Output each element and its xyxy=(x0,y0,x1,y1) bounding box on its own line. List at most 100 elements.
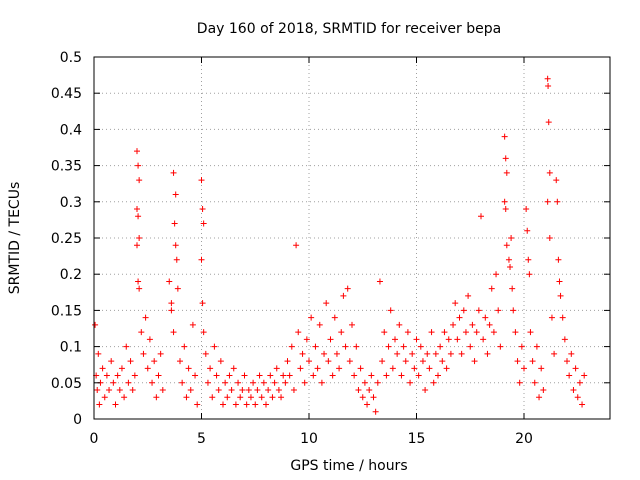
data-point xyxy=(217,358,224,365)
data-point xyxy=(170,329,177,336)
data-point xyxy=(557,292,564,299)
data-point xyxy=(355,387,362,394)
data-point xyxy=(140,350,147,357)
axis-ticks: 0 5 10 15 20 0 0.05 0.1 0.15 0.2 0.25 0.3 0.35 0.4 0.4… xyxy=(51,50,610,447)
data-point xyxy=(555,256,562,263)
y-tick-label: 0.35 xyxy=(51,159,82,175)
data-point xyxy=(366,387,373,394)
data-point xyxy=(321,350,328,357)
data-point xyxy=(134,148,140,155)
data-point xyxy=(256,372,263,379)
data-point xyxy=(545,82,552,89)
data-point xyxy=(561,336,568,343)
data-point xyxy=(533,343,540,350)
data-point xyxy=(526,271,533,278)
data-point xyxy=(559,314,566,321)
data-point xyxy=(411,365,418,372)
data-point xyxy=(509,285,516,292)
data-point xyxy=(215,387,222,394)
data-point xyxy=(273,365,280,372)
data-point xyxy=(333,350,340,357)
data-point xyxy=(407,379,414,386)
data-point xyxy=(92,321,99,328)
data-point xyxy=(138,329,145,336)
data-point xyxy=(385,343,392,350)
data-point xyxy=(344,285,351,292)
data-point xyxy=(200,220,207,227)
data-point xyxy=(359,394,366,401)
data-point xyxy=(379,358,386,365)
data-point xyxy=(232,401,239,408)
data-point xyxy=(323,300,330,307)
data-point xyxy=(247,394,254,401)
data-point xyxy=(381,329,388,336)
data-point xyxy=(280,372,287,379)
data-point xyxy=(308,314,315,321)
data-point xyxy=(142,314,149,321)
data-point xyxy=(278,394,285,401)
data-point xyxy=(480,336,487,343)
grid xyxy=(94,57,610,419)
data-point xyxy=(282,379,289,386)
data-point xyxy=(194,401,201,408)
x-tick-label: 0 xyxy=(90,431,99,447)
data-point xyxy=(521,365,527,372)
data-point xyxy=(168,307,175,314)
data-point xyxy=(525,256,532,263)
data-point xyxy=(486,321,493,328)
data-point xyxy=(512,329,519,336)
data-point xyxy=(430,379,437,386)
data-point xyxy=(475,307,482,314)
data-point xyxy=(151,358,158,365)
data-point xyxy=(579,401,586,408)
data-point xyxy=(275,387,282,394)
data-point xyxy=(135,213,142,220)
data-point xyxy=(316,321,323,328)
data-point xyxy=(544,75,551,82)
data-point xyxy=(310,372,317,379)
data-point xyxy=(458,350,465,357)
data-point xyxy=(202,350,209,357)
data-point xyxy=(146,336,153,343)
y-tick-label: 0.25 xyxy=(51,231,82,247)
data-point xyxy=(361,379,368,386)
data-point xyxy=(471,358,478,365)
data-point xyxy=(342,343,349,350)
data-point xyxy=(144,365,151,372)
data-point xyxy=(435,372,441,379)
data-point xyxy=(372,408,379,415)
data-point xyxy=(503,242,510,249)
data-point xyxy=(125,379,132,386)
data-point xyxy=(428,329,435,336)
data-point xyxy=(159,387,166,394)
data-point xyxy=(95,350,102,357)
data-point xyxy=(452,300,459,307)
data-point xyxy=(303,336,310,343)
data-point xyxy=(101,394,108,401)
data-point xyxy=(127,358,134,365)
data-point xyxy=(398,372,405,379)
data-point xyxy=(556,278,563,285)
data-point xyxy=(409,350,416,357)
data-point xyxy=(213,372,220,379)
data-point xyxy=(545,119,552,126)
data-point xyxy=(460,307,467,314)
data-point xyxy=(572,365,579,372)
data-point xyxy=(134,206,140,213)
data-point xyxy=(495,307,502,314)
data-point xyxy=(177,358,183,365)
data-point xyxy=(116,387,123,394)
y-tick-label: 0.5 xyxy=(60,50,82,66)
data-point xyxy=(173,256,180,263)
x-tick-label: 20 xyxy=(515,431,533,447)
data-point xyxy=(103,372,110,379)
data-point xyxy=(540,387,547,394)
data-point xyxy=(394,350,401,357)
data-point xyxy=(295,329,302,336)
data-point xyxy=(290,387,297,394)
data-point xyxy=(258,394,265,401)
data-point xyxy=(469,321,476,328)
data-point xyxy=(136,285,143,292)
x-axis-label: GPS time / hours xyxy=(290,458,407,474)
